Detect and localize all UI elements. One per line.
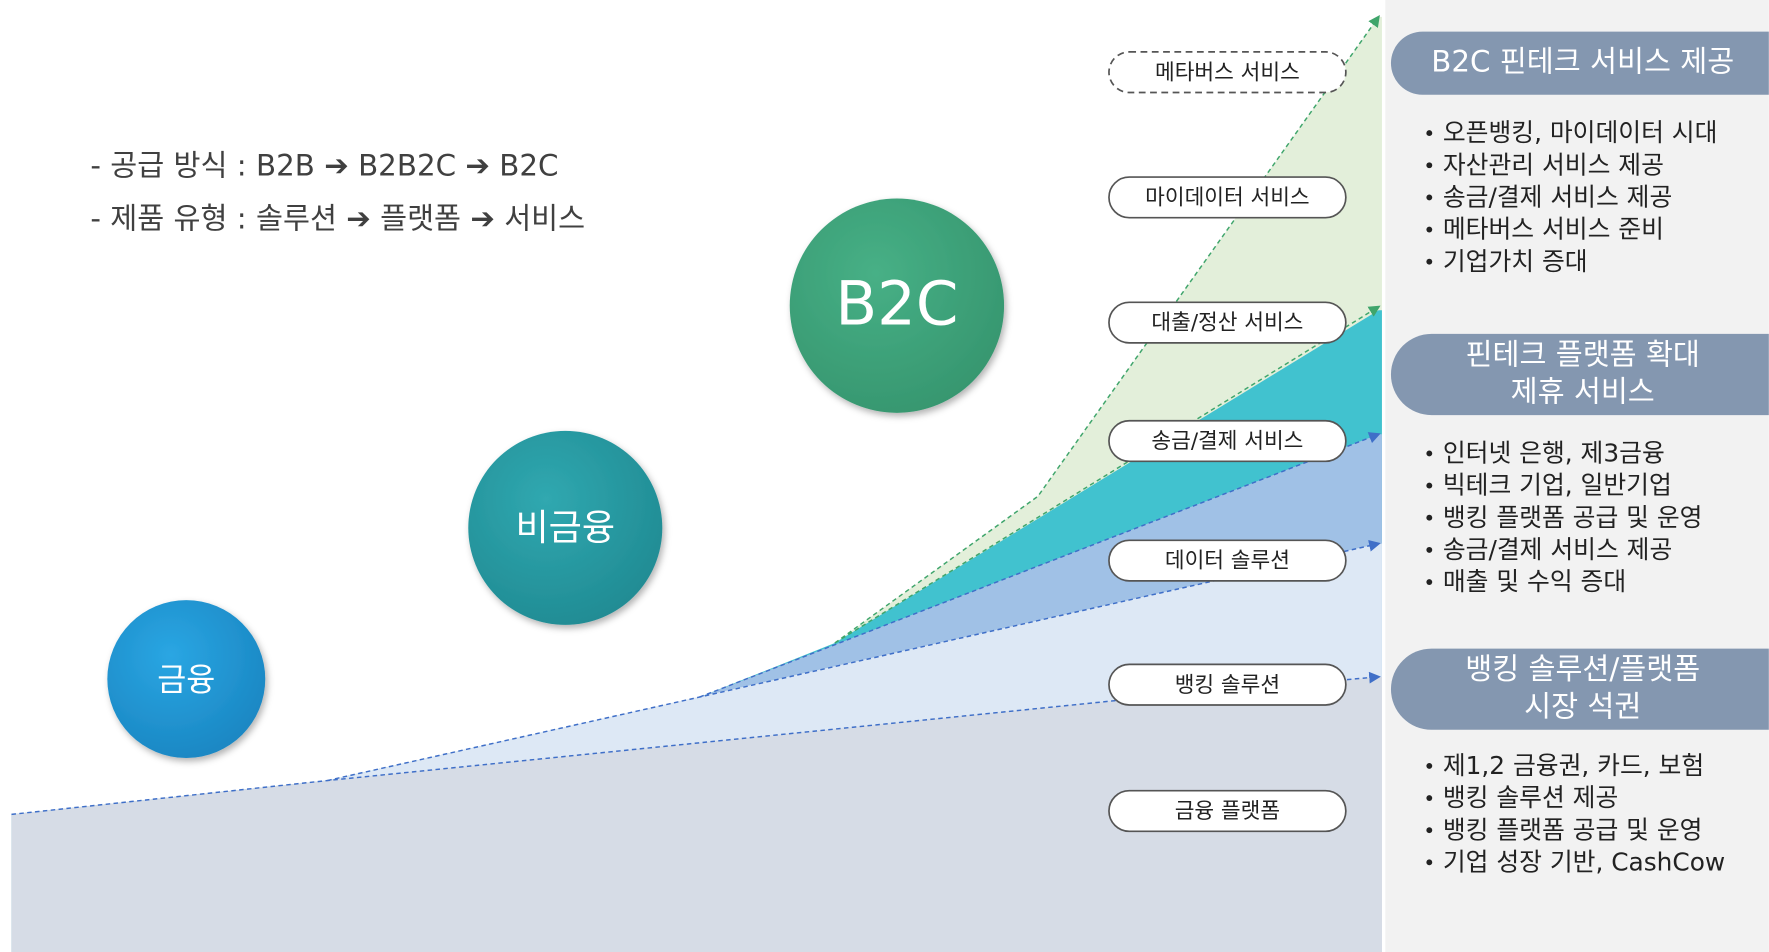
service-pill xyxy=(1108,419,1347,463)
bullet-dot xyxy=(1426,258,1433,265)
bullet: 제1,2 금융권, 카드, 보험 xyxy=(1443,751,1704,780)
panel-title: 핀테크 플랫폼 확대 xyxy=(1466,337,1700,371)
service-label: 송금/결제 서비스 xyxy=(1151,429,1303,454)
bullet-dot xyxy=(1426,226,1433,233)
note: - 제품 유형 : 솔루션 ➔ 플랫폼 ➔ 서비스 xyxy=(90,201,585,235)
stage-label: B2C xyxy=(835,269,958,340)
panel-header xyxy=(1390,333,1769,416)
stage-circle xyxy=(468,430,663,625)
bullet-dot xyxy=(1426,762,1433,769)
service-label: 데이터 솔루션 xyxy=(1165,549,1290,574)
service-label: 뱅킹 솔루션 xyxy=(1175,673,1280,698)
arrow xyxy=(699,432,1381,698)
bullet: 뱅킹 솔루션 제공 xyxy=(1443,783,1618,812)
service-pill xyxy=(1108,789,1347,833)
side-panel xyxy=(1385,0,1769,952)
area-gray xyxy=(11,676,1382,952)
panel-title: B2C 핀테크 서비스 제공 xyxy=(1431,45,1734,79)
bullet: 빅테크 기업, 일반기업 xyxy=(1443,471,1672,500)
service-pill xyxy=(1108,539,1347,582)
service-label: 대출/정산 서비스 xyxy=(1151,311,1303,336)
service-label: 마이데이터 서비스 xyxy=(1145,186,1309,211)
bullet-dot xyxy=(1426,579,1433,585)
arrow xyxy=(327,540,1381,782)
bullet: 매출 및 수익 증대 xyxy=(1443,567,1626,596)
service-label: 메타버스 서비스 xyxy=(1155,60,1300,85)
service-pill xyxy=(1108,51,1347,94)
service-pill xyxy=(1108,176,1347,219)
bullet-dot xyxy=(1426,514,1433,521)
bullet: 오픈뱅킹, 마이데이터 시대 xyxy=(1443,118,1718,147)
bullet-dot xyxy=(1426,859,1433,866)
bullet-dot xyxy=(1426,450,1433,457)
stage-label: 비금융 xyxy=(515,507,615,549)
stage-circle xyxy=(107,600,266,758)
bullet: 뱅킹 플랫폼 공급 및 운영 xyxy=(1443,815,1703,844)
stage-label: 금융 xyxy=(157,662,215,698)
bullet-dot xyxy=(1426,482,1433,489)
panel-title: 제휴 서비스 xyxy=(1511,375,1655,409)
panel-header xyxy=(1390,648,1769,730)
bullet-dot xyxy=(1426,827,1433,834)
bullet: 뱅킹 플랫폼 공급 및 운영 xyxy=(1443,503,1703,532)
note: - 공급 방식 : B2B ➔ B2B2C ➔ B2C xyxy=(90,148,558,182)
bullet-dot xyxy=(1426,162,1433,169)
bullet: 기업가치 증대 xyxy=(1443,247,1588,276)
stage-circle xyxy=(789,198,1005,413)
bullet: 송금/결제 서비스 제공 xyxy=(1443,183,1672,212)
panel-header xyxy=(1390,31,1769,95)
bullet-dot xyxy=(1426,546,1433,553)
panel-title: 시장 석권 xyxy=(1524,689,1641,723)
bullet-dot xyxy=(1426,795,1433,801)
panel-title: 뱅킹 솔루션/플랫폼 xyxy=(1465,652,1700,686)
service-pill xyxy=(1108,301,1347,344)
arrow xyxy=(834,305,1381,644)
bullet: 인터넷 은행, 제3금융 xyxy=(1443,439,1665,468)
bullet-dot xyxy=(1426,194,1433,201)
service-label: 금융 플랫폼 xyxy=(1175,799,1280,824)
bullet: 자산관리 서비스 제공 xyxy=(1443,150,1664,179)
bullet: 송금/결제 서비스 제공 xyxy=(1443,535,1672,564)
service-pill xyxy=(1108,663,1347,706)
bullet: 기업 성장 기반, CashCow xyxy=(1443,847,1725,876)
bullet: 메타버스 서비스 준비 xyxy=(1443,215,1664,244)
bullet-dot xyxy=(1426,130,1433,137)
